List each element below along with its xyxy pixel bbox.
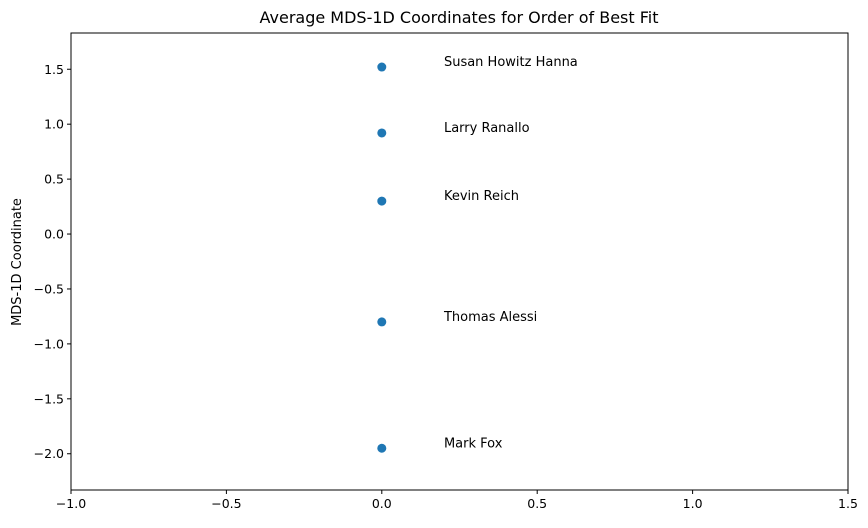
x-tick-label: 0.5	[527, 496, 547, 511]
data-point	[377, 196, 387, 206]
plot-frame	[70, 32, 849, 491]
point-label: Susan Howitz Hanna	[444, 55, 578, 70]
y-axis-label: MDS-1D Coordinate	[10, 198, 25, 326]
x-tick-label: −0.5	[211, 496, 241, 511]
y-tick-label: 1.5	[44, 62, 64, 77]
data-point	[377, 128, 387, 138]
data-point	[377, 317, 387, 327]
point-label: Kevin Reich	[444, 189, 519, 204]
x-tick-label: 1.0	[683, 496, 703, 511]
y-tick-label: 0.5	[44, 172, 64, 187]
x-tick-label: 1.5	[838, 496, 858, 511]
data-point	[377, 62, 387, 72]
y-tick-label: −0.5	[34, 281, 64, 296]
point-label: Mark Fox	[444, 436, 503, 451]
y-tick-label: 1.0	[44, 117, 64, 132]
chart-title: Average MDS-1D Coordinates for Order of …	[260, 8, 659, 27]
y-tick-label: −1.0	[34, 336, 64, 351]
point-label: Thomas Alessi	[443, 310, 537, 325]
y-tick-label: 0.0	[44, 227, 64, 242]
x-tick-label: 0.0	[372, 496, 392, 511]
x-tick-label: −1.0	[56, 496, 86, 511]
point-label: Larry Ranallo	[444, 121, 530, 136]
plot-area: −1.0 −0.5 0.0 0.5 1.0 1.5 1.5 1.0 0.5 0.0 −0.5 −1.0…	[34, 55, 858, 511]
data-point	[377, 443, 387, 453]
y-tick-label: −2.0	[34, 446, 64, 461]
y-tick-label: −1.5	[34, 391, 64, 406]
